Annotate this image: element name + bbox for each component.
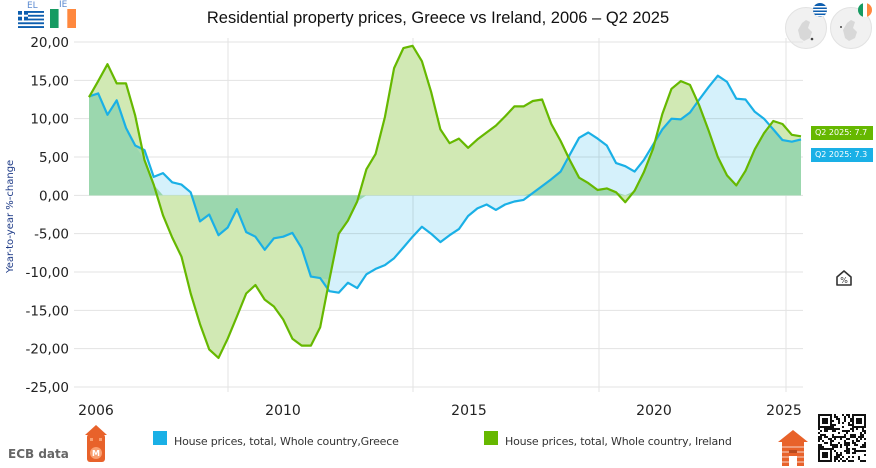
legend-swatch-greece <box>153 431 167 445</box>
x-tick-label: 2015 <box>451 403 487 419</box>
y-tick-label: 10,00 <box>30 112 69 128</box>
europe-map-icon <box>840 20 857 41</box>
x-tick-label: 2006 <box>78 403 114 419</box>
source-label: ECB data <box>8 447 69 461</box>
legend-swatch-ireland <box>484 431 498 445</box>
legend-item-greece[interactable]: House prices, total, Whole country,Greec… <box>153 431 399 449</box>
house-percent-icon[interactable]: % <box>834 268 854 288</box>
greece-flag-round-icon <box>813 3 827 17</box>
y-tick-label: 20,00 <box>30 35 69 51</box>
brick-house-icon[interactable] <box>777 428 809 466</box>
legend-label-greece: House prices, total, Whole country,Greec… <box>174 434 399 448</box>
greece-flag-icon[interactable] <box>18 11 44 28</box>
y-axis: 20,00 15,00 10,00 5,00 0,00 -5,00 -10,00 -15,00… <box>25 35 69 396</box>
y-tick-label: -20,00 <box>25 342 69 358</box>
overlap-area <box>89 93 801 280</box>
x-tick-label: 2010 <box>265 403 301 419</box>
ireland-area <box>89 45 801 358</box>
legend-label-ireland: House prices, total, Whole country, Irel… <box>505 434 732 448</box>
flag-label-el[interactable]: EL <box>27 1 38 11</box>
ireland-line <box>88 44 802 359</box>
series-areas <box>89 45 801 358</box>
y-axis-label: Year-to-year %-change <box>5 160 16 274</box>
greece-map-button[interactable] <box>785 7 827 49</box>
greece-line <box>88 74 802 294</box>
ireland-flag-round-icon <box>858 3 872 17</box>
x-axis: 2006 2010 2015 2020 2025 <box>78 403 802 419</box>
ireland-latest-value-badge: Q2 2025: 7.7 <box>811 126 873 140</box>
x-tick-label: 2020 <box>636 403 672 419</box>
y-tick-label: 0,00 <box>39 188 69 204</box>
svg-text:%: % <box>840 276 848 285</box>
svg-text:M: M <box>92 449 100 458</box>
qr-code-icon[interactable] <box>818 414 866 462</box>
y-tick-label: -5,00 <box>34 227 69 243</box>
greece-latest-value-badge: Q2 2025: 7.3 <box>811 148 873 162</box>
y-tick-label: -10,00 <box>25 265 69 281</box>
flag-label-ie[interactable]: IE <box>59 0 68 10</box>
europe-map-icon <box>798 20 814 41</box>
y-tick-label: 5,00 <box>39 150 69 166</box>
series-lines <box>88 44 802 359</box>
ireland-flag-icon[interactable] <box>50 9 76 28</box>
chart-title: Residential property prices, Greece vs I… <box>206 9 670 27</box>
y-tick-label: -25,00 <box>25 380 69 396</box>
y-tick-label: 15,00 <box>30 73 69 89</box>
y-tick-label: -15,00 <box>25 303 69 319</box>
legend-item-ireland[interactable]: House prices, total, Whole country, Irel… <box>484 431 732 449</box>
house-logo-icon[interactable]: M <box>83 423 109 465</box>
x-tick-label: 2025 <box>766 403 802 419</box>
